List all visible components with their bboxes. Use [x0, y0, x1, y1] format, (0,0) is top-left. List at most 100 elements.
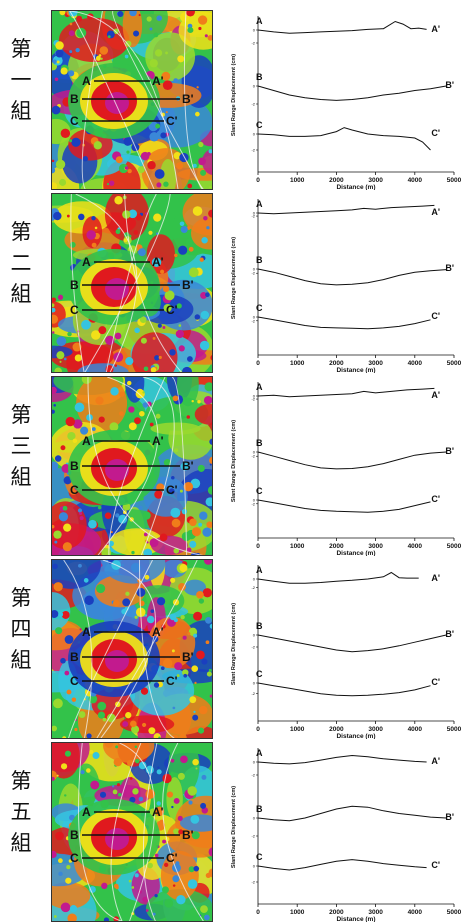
profile-start-label: B	[70, 92, 79, 106]
map-speckle	[188, 246, 194, 252]
x-tick-label: 4000	[408, 543, 423, 550]
profile-end-label: C'	[166, 851, 178, 865]
x-tick-label: 2000	[329, 726, 344, 733]
map-speckle	[101, 882, 108, 890]
profile-end-label: A'	[152, 805, 164, 819]
x-tick-label: 5000	[447, 360, 462, 367]
map-speckle	[108, 180, 115, 186]
map-speckle	[98, 54, 102, 57]
x-tick-label: 5000	[447, 177, 462, 184]
map-speckle	[171, 475, 175, 480]
y-axis-title: Slant Range Displacement (cm)	[231, 786, 237, 868]
profile-series-b	[257, 805, 447, 822]
map-speckle	[56, 60, 60, 64]
profile-series-a	[257, 571, 419, 584]
group-label-char: 第	[10, 403, 32, 427]
displacement-map-image: A A' B B' C C'	[52, 11, 212, 189]
map-speckle	[125, 357, 134, 366]
map-speckle	[149, 27, 153, 31]
map-speckle	[200, 905, 208, 914]
displacement-map-image: A A' B B' C C'	[52, 743, 212, 921]
map-speckle	[156, 15, 163, 22]
profile-series-c	[257, 499, 431, 513]
series-start-label: C	[256, 120, 263, 130]
y-axis-title: Slant Range Displacement (cm)	[231, 603, 237, 685]
map-speckle	[99, 791, 107, 798]
displacement-map: A A' B B' C C'	[51, 10, 213, 190]
map-speckle	[134, 615, 138, 619]
map-speckle	[55, 627, 63, 635]
displacement-map-image: A A' B B' C C'	[52, 377, 212, 555]
y-tick-label: -2	[251, 773, 255, 778]
profile-end-label: A'	[152, 255, 164, 269]
y-tick-label: 0	[253, 760, 256, 765]
map-speckle	[104, 512, 112, 519]
map-speckle	[52, 776, 55, 781]
map-speckle	[110, 531, 113, 534]
map-speckle	[202, 588, 212, 598]
map-speckle	[129, 777, 133, 780]
x-tick-label: 3000	[368, 360, 383, 367]
map-speckle	[61, 610, 70, 619]
map-speckle	[192, 206, 203, 216]
map-speckle	[194, 314, 201, 320]
map-road	[87, 377, 204, 555]
map-speckle	[148, 727, 156, 735]
map-speckle	[154, 355, 160, 361]
profile-end-label: C'	[166, 483, 178, 497]
x-tick-label: 4000	[408, 726, 423, 733]
map-speckle	[154, 806, 165, 817]
map-speckle	[53, 211, 62, 221]
group-label: 第二組	[8, 217, 34, 310]
map-speckle	[65, 877, 72, 884]
map-speckle	[135, 213, 142, 221]
map-speckle	[80, 770, 85, 775]
map-road	[69, 11, 155, 189]
group-label-char: 三	[10, 434, 32, 458]
map-speckle	[190, 814, 200, 824]
map-speckle	[77, 508, 83, 513]
map-speckle	[52, 563, 58, 570]
series-start-label: C	[256, 303, 263, 313]
profile-series-c	[257, 682, 431, 697]
group-label: 第四組	[8, 583, 34, 676]
map-speckle	[192, 163, 197, 168]
map-speckle	[108, 540, 114, 547]
map-speckle	[186, 415, 191, 419]
x-tick-label: 5000	[447, 726, 462, 733]
x-tick-label: 2000	[329, 360, 344, 367]
map-speckle	[162, 658, 173, 668]
map-speckle	[156, 182, 162, 188]
map-speckle	[52, 386, 57, 394]
group-label-char: 組	[10, 648, 32, 672]
x-tick-label: 4000	[408, 177, 423, 184]
map-speckle	[116, 783, 120, 787]
profile-start-label: A	[82, 805, 91, 819]
map-speckle	[66, 214, 70, 218]
y-tick-label: 0	[253, 633, 256, 638]
map-speckle	[115, 745, 119, 749]
map-speckle	[194, 683, 200, 689]
map-color-blob	[166, 777, 183, 821]
map-speckle	[133, 30, 140, 37]
map-speckle	[87, 799, 92, 803]
map-speckle	[112, 789, 118, 795]
x-axis-title: Distance (m)	[336, 367, 375, 373]
map-speckle	[52, 159, 55, 163]
map-speckle	[204, 34, 208, 38]
series-end-label: C'	[431, 311, 440, 321]
series-end-label: B'	[445, 629, 454, 639]
series-start-label: C	[256, 486, 263, 496]
map-speckle	[131, 886, 135, 889]
map-road	[110, 743, 142, 921]
map-road	[69, 11, 179, 189]
map-speckle	[138, 796, 144, 802]
subsidence-center	[105, 92, 129, 114]
map-speckle	[156, 769, 162, 775]
map-speckle	[63, 357, 67, 361]
map-speckle	[54, 367, 62, 372]
map-speckle	[163, 181, 169, 187]
map-speckle	[204, 914, 210, 921]
map-speckle	[81, 319, 91, 330]
map-speckle	[178, 829, 184, 835]
